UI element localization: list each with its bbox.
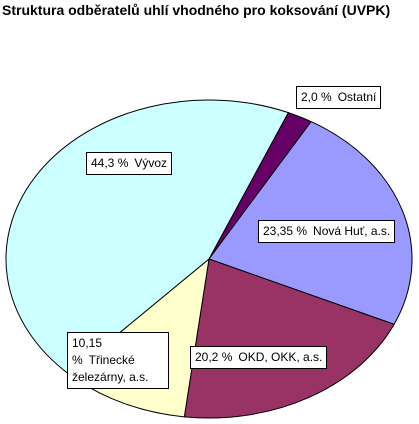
category-label: Třinecké železárny, a.s. [72,353,149,384]
category-label: OKD, OKK, a.s. [238,350,323,364]
data-label: 23,35 % Nová Huť, a.s. [258,220,396,243]
data-label: 44,3 % Vývoz [86,152,173,175]
category-label: Ostatní [337,90,377,104]
category-label: Vývoz [134,156,168,170]
data-label: 2,0 % Ostatní [296,86,382,109]
value-label: 2,0 % [301,90,332,104]
pie-slice [183,258,395,419]
value-label: 20,2 % [195,350,233,364]
category-label: Nová Huť, a.s. [313,224,391,238]
pie-slice [5,99,290,375]
chart-title: Struktura odběratelů uhlí vhodného pro k… [2,2,391,18]
value-label: 23,35 % [263,224,308,238]
value-label: 10,15 % [72,336,103,367]
data-label: 20,2 % OKD, OKK, a.s. [190,346,328,369]
data-label: 10,15 % Třinecké železárny, a.s. [67,332,169,389]
value-label: 44,3 % [91,156,129,170]
